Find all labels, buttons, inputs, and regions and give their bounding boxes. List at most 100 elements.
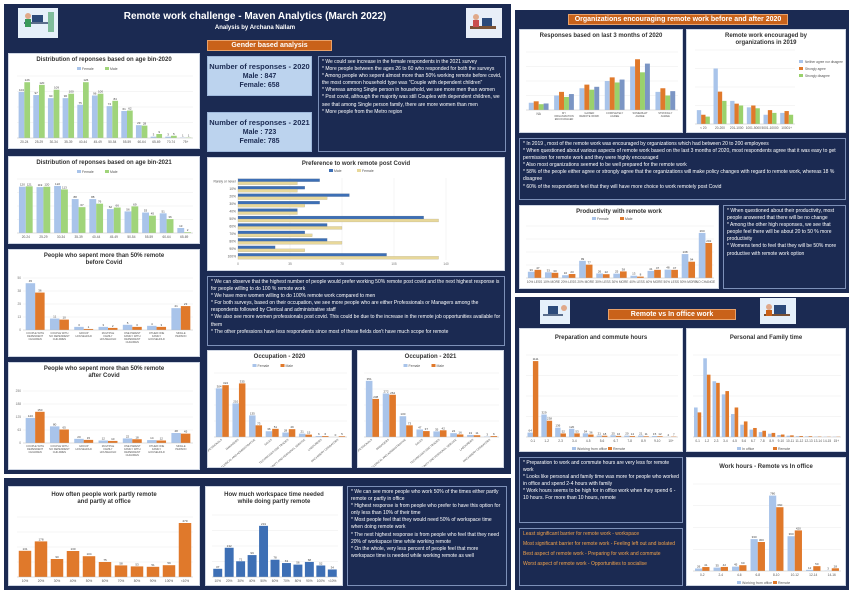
orgs-notes: * In 2019 , most of the remote work was … [519,138,846,200]
chart-title: Preference to work remote post Covid [301,161,411,167]
bar [265,431,273,437]
category-label: 40-44 [92,235,100,239]
category-label: 10% LESS [527,280,542,284]
category-label: 10% [22,579,29,583]
legend-swatch [737,581,741,584]
bar [247,555,257,577]
bar [91,95,98,138]
legend-swatch [572,447,576,450]
bar [544,272,552,278]
bar [763,114,768,124]
bar [604,81,610,110]
card-personal: Personal and Family time In office Remote… [686,328,846,452]
category-label: 4-6 [737,573,742,577]
chart-prep: Working from office Remote 64 1111 0-1 329238… [526,354,678,451]
category-label: SALES [414,438,424,447]
data-label: 16 [564,271,568,275]
data-label: 26 [598,269,602,273]
bar [47,98,54,138]
bar [82,556,96,577]
bar [643,436,649,437]
bar [316,565,326,577]
data-label: 76 [98,200,102,204]
category-label-line: PERSON [175,447,186,451]
bar [224,547,234,577]
category-label: 90% [150,579,157,583]
bar [147,325,157,330]
category-label-line: DEPENDENT [124,337,140,341]
tick-label: 140 [443,262,449,266]
data-label: 62 [109,205,113,209]
category-label: 60-64 [163,235,171,239]
category-label: 3-4 [723,439,728,443]
legend-swatch [773,581,777,584]
data-label: 54 [584,429,588,433]
bar [180,433,191,443]
data-label: 37 [216,565,220,569]
bar [794,530,802,571]
category-label: 75+ [183,140,189,144]
data-label: 6 [324,432,326,436]
bar [54,185,61,233]
tick-label: 0 [237,262,239,266]
category-label: 90% [229,247,236,251]
category-label: 4-5 [732,439,737,443]
card-productivity: Productivity with remote work Female Male… [519,205,719,289]
bar [106,209,114,233]
responses-2020-female: Female: 658 [239,82,280,89]
category-label: 25-29 [39,235,47,239]
bar [554,95,560,110]
data-label: 6 [493,432,495,436]
data-label: 120 [20,183,25,187]
legend-swatch [592,217,596,220]
data-label: 3 [486,433,488,437]
bar [790,435,794,437]
data-label: 104 [19,88,24,92]
category-label: 8-9 [641,439,646,443]
category-label: 30% MORE [612,280,629,284]
laptop-worker-illustration [18,8,58,38]
data-label: 61 [122,107,126,111]
note-line: * We have more women willing to do 100% … [211,293,376,300]
data-label: 23 [184,302,188,306]
category-label: LABOURERS [459,438,475,452]
card-enc2019: Remote work encouraged by organizations … [686,29,846,133]
category-label: 60% [229,224,236,228]
data-label: 48 [174,429,178,433]
bar [146,566,160,577]
bar [232,403,239,437]
tick-label: 63 [17,428,21,432]
data-label: 2 [112,324,114,328]
data-label: 22 [126,434,130,438]
bar [36,187,44,233]
legend-label: Female [362,169,374,173]
bar [159,213,167,233]
legend-swatch [77,67,81,70]
bar [89,199,97,233]
bar [184,232,192,233]
data-label: 35 [435,427,439,431]
bar [629,436,636,437]
note-line: * 60% of the respondents feel that they … [523,183,722,190]
chart-preference: Male Female 0 35 70 105 140 Rarely or never 10% 2… [213,169,449,266]
data-label: 77 [587,261,591,265]
chart-title: Preparation and commute hours [554,335,648,341]
bar [177,227,185,233]
data-label: 300 [759,538,764,542]
bar [450,433,457,437]
category-label-line: DEPENDENT [124,450,140,454]
data-label: 330 [752,535,757,539]
data-label: 96 [93,91,97,95]
category-label: OTHER ONE FAMILY HOUSEHOLD [148,444,165,454]
bar [24,82,31,138]
data-label: 47 [418,425,422,429]
note-line: Best aspect of remote work - Preparing f… [523,551,661,558]
category-label-line: CHILDREN [53,450,66,454]
data-label: 150 [37,408,42,412]
bar [35,411,45,443]
data-label: 21 [639,432,643,436]
bar [34,541,48,577]
legend-label: Male [334,169,342,173]
data-label: 22 [605,270,609,274]
chart-workhours: Working from office Remote 26 41 0-2 35 42 2-4 4… [693,483,841,585]
